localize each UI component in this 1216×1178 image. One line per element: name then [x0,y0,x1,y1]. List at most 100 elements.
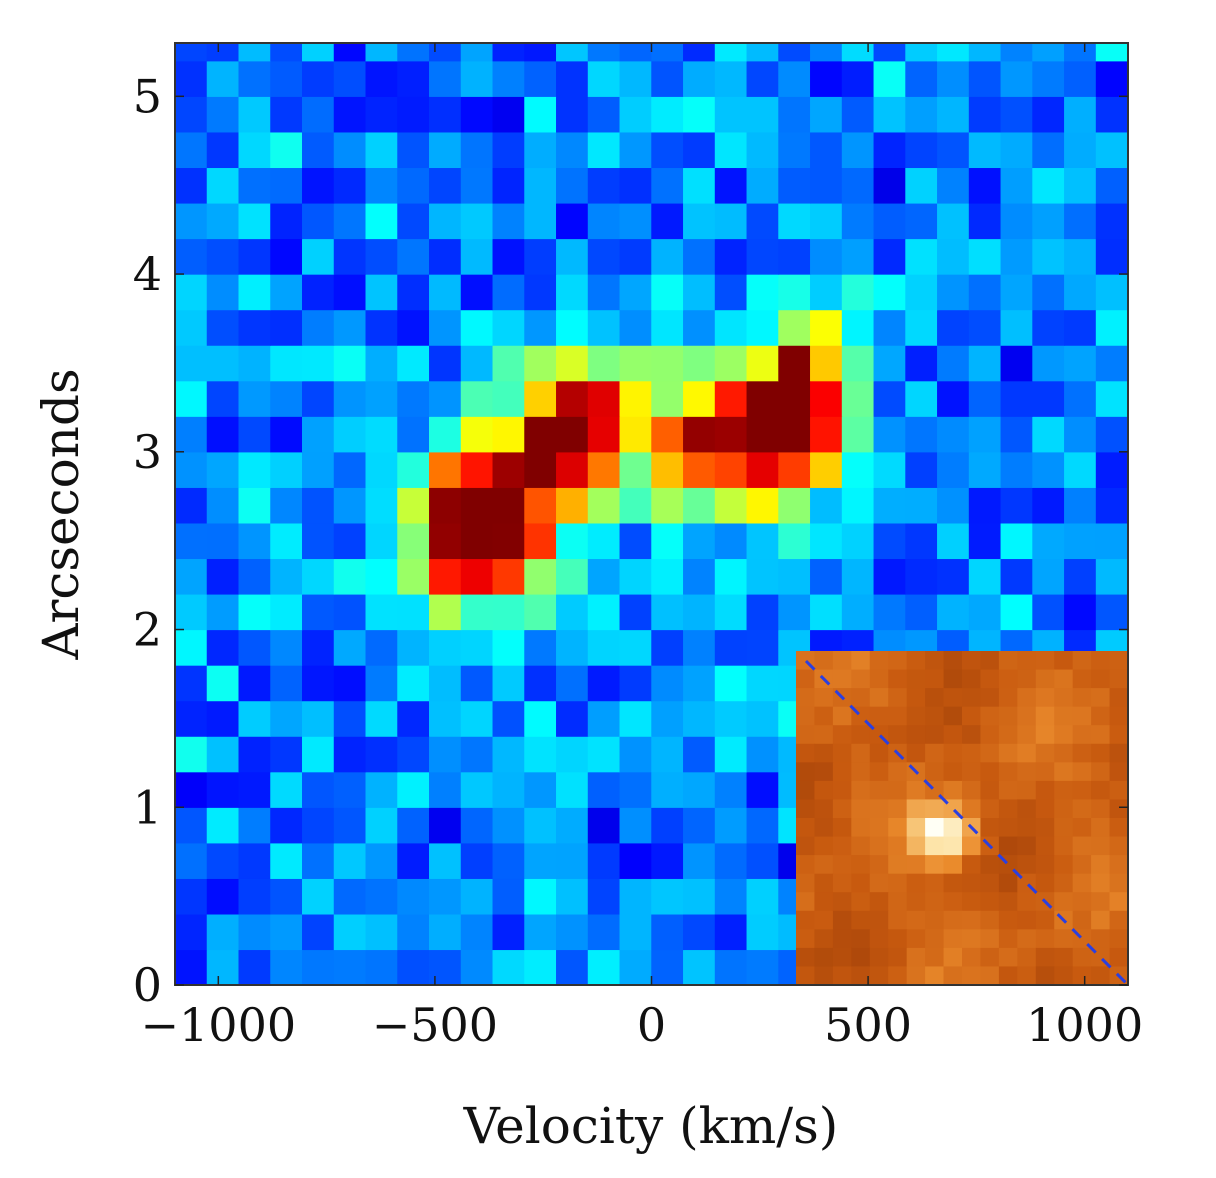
inset-pixel [814,892,834,912]
heatmap-cell [651,96,684,133]
inset-pixel [888,929,908,949]
heatmap-cell [333,700,367,737]
heatmap-cell [302,238,335,275]
heatmap-cell [651,700,684,737]
inset-pixel [851,929,871,949]
heatmap-cell [270,487,303,524]
heatmap-cell [429,878,462,915]
heatmap-cell [873,380,906,417]
heatmap-cell [810,202,843,240]
heatmap-cell [1032,96,1065,133]
heatmap-cell [333,878,367,915]
inset-pixel [1091,836,1111,856]
heatmap-cell [206,522,240,560]
heatmap-cell [302,558,335,595]
heatmap-cell [460,43,494,62]
heatmap-cell [270,736,303,773]
heatmap-cell [556,593,589,631]
heatmap-cell [873,131,906,169]
heatmap-cell [333,309,367,346]
heatmap-cell [1064,309,1097,346]
heatmap-cell [841,238,875,275]
heatmap-cell [714,60,748,97]
heatmap-cell [714,522,748,560]
heatmap-cell [365,949,398,985]
heatmap-cell [1095,593,1128,631]
heatmap-cell [587,629,621,666]
y-tick-labels: 0 1 2 3 4 5 [133,69,162,1012]
inset-pixel [814,947,834,968]
heatmap-cell [238,842,271,879]
heatmap-cell [937,345,970,382]
heatmap-cell [302,309,335,346]
heatmap-cell [905,487,938,524]
heatmap-cell [937,593,970,631]
inset-pixel [980,706,1000,726]
heatmap-cell [524,700,557,737]
heatmap-cell [556,43,589,62]
heatmap-cell [651,522,684,560]
inset-pixel [832,725,852,745]
inset-pixel [1017,780,1037,801]
heatmap-cell [746,309,779,346]
heatmap-cell [1127,807,1128,844]
heatmap-cell [238,913,271,951]
inset-pixel [980,929,1000,949]
inset-pixel [869,799,889,819]
heatmap-cell [1000,416,1033,453]
heatmap-cell [175,167,208,204]
heatmap-cell [206,131,240,169]
heatmap-cell [556,167,589,204]
inset-pixel [851,966,871,985]
heatmap-cell [460,629,494,666]
inset-pixel [851,818,871,838]
heatmap-cell [492,700,525,737]
heatmap-cell [365,96,398,133]
heatmap-cell [556,949,589,985]
heatmap-cell [460,131,494,169]
y-tick-label: 0 [133,958,162,1012]
inset-pixel [1072,818,1092,838]
heatmap-cell [714,274,748,311]
inset-pixel [1091,873,1111,893]
inset-pixel [1017,818,1037,838]
heatmap-cell [968,131,1002,169]
heatmap-cell [333,665,367,702]
heatmap-cell [810,238,843,275]
heatmap-cell [556,842,589,879]
inset-pixel [906,651,926,671]
heatmap-cell [778,274,811,311]
heatmap-cell [524,451,557,488]
heatmap-cell [714,202,748,240]
inset-pixel [1072,651,1092,671]
heatmap-cell [746,345,779,382]
heatmap-cell [778,202,811,240]
heatmap-cell [397,60,430,97]
heatmap-cell [619,949,652,985]
heatmap-cell [429,380,462,417]
heatmap-cell [556,380,589,417]
heatmap-cell [619,96,652,133]
heatmap-cell [175,593,208,631]
heatmap-cell [1095,238,1128,275]
heatmap-cell [524,522,557,560]
inset-pixel [796,855,816,875]
heatmap-cell [270,451,303,488]
heatmap-cell [302,949,335,985]
heatmap-cell [683,487,716,524]
heatmap-cell [302,771,335,808]
inset-pixel [943,743,963,763]
heatmap-cell [175,96,208,133]
inset-pixel [832,706,852,726]
heatmap-cell [460,949,494,985]
heatmap-cell [175,238,208,275]
heatmap-cell [492,202,525,240]
heatmap-cell [302,202,335,240]
inset-pixel [906,966,926,985]
heatmap-cell [587,558,621,595]
heatmap-cell [1064,345,1097,382]
heatmap-cell [365,558,398,595]
heatmap-cell [460,238,494,275]
heatmap-cell [492,309,525,346]
heatmap-cell [683,416,716,453]
